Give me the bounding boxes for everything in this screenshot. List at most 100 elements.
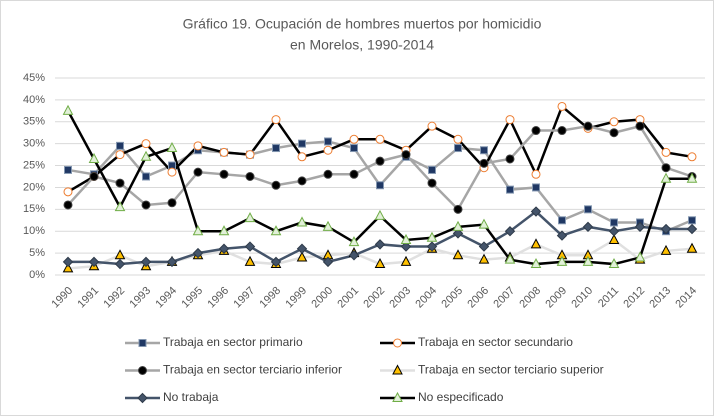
- marker: [89, 172, 99, 181]
- chart-title: Gráfico 19. Ocupación de hombres muertos…: [183, 16, 542, 32]
- marker: [558, 216, 566, 225]
- marker: [375, 156, 385, 166]
- marker: [218, 225, 230, 236]
- marker: [349, 134, 359, 144]
- marker: [660, 244, 672, 255]
- marker: [688, 216, 696, 225]
- marker: [244, 212, 256, 223]
- y-tick-label: 45%: [23, 72, 45, 84]
- marker: [297, 152, 307, 162]
- marker: [634, 221, 646, 233]
- marker: [298, 139, 306, 148]
- marker: [426, 231, 438, 242]
- marker: [374, 257, 386, 269]
- marker: [167, 198, 177, 208]
- marker: [296, 251, 308, 262]
- marker: [63, 200, 73, 210]
- marker: [454, 144, 462, 153]
- marker: [608, 233, 620, 244]
- legend-label: Trabaja en sector terciario superior: [418, 363, 604, 377]
- marker: [218, 243, 230, 254]
- y-tick-label: 15%: [23, 203, 45, 215]
- marker: [532, 183, 540, 192]
- marker: [505, 154, 515, 164]
- marker: [272, 144, 280, 153]
- marker: [192, 247, 204, 259]
- marker: [141, 200, 151, 210]
- legend-marker: [137, 392, 148, 404]
- marker: [479, 158, 489, 168]
- marker: [219, 169, 229, 179]
- marker: [245, 150, 255, 160]
- marker: [166, 141, 178, 153]
- marker: [401, 150, 411, 160]
- marker: [608, 226, 620, 237]
- marker: [426, 241, 438, 252]
- marker: [686, 242, 698, 253]
- legend-marker: [392, 364, 403, 375]
- marker: [583, 121, 593, 131]
- marker: [400, 255, 412, 266]
- marker: [142, 172, 150, 181]
- marker: [296, 216, 308, 227]
- marker: [323, 169, 333, 179]
- marker: [582, 255, 594, 266]
- marker: [452, 228, 464, 239]
- marker: [192, 225, 204, 236]
- legend-marker: [138, 339, 147, 347]
- marker: [88, 152, 100, 163]
- marker: [296, 243, 308, 254]
- marker: [609, 128, 619, 138]
- marker: [480, 146, 488, 155]
- marker: [322, 220, 334, 231]
- marker: [193, 167, 203, 177]
- marker: [348, 236, 360, 247]
- legend-marker: [393, 338, 402, 348]
- marker: [661, 147, 671, 157]
- marker: [531, 169, 541, 179]
- marker: [452, 249, 464, 260]
- marker: [400, 241, 412, 252]
- marker: [350, 144, 358, 153]
- marker: [635, 121, 645, 131]
- marker: [297, 176, 307, 186]
- marker: [348, 250, 360, 261]
- legend-label: Trabaja en sector secundario: [418, 335, 573, 349]
- marker: [582, 221, 594, 233]
- marker: [323, 145, 333, 155]
- marker: [115, 150, 125, 160]
- marker: [271, 115, 281, 125]
- marker: [478, 218, 490, 229]
- marker: [193, 141, 203, 151]
- marker: [530, 257, 542, 269]
- marker: [608, 257, 620, 269]
- marker: [219, 147, 229, 157]
- marker: [609, 117, 619, 127]
- y-tick-label: 0%: [29, 269, 45, 281]
- legend-marker: [392, 391, 403, 402]
- legend-label: Trabaja en sector terciario inferior: [163, 363, 342, 377]
- marker: [167, 167, 177, 177]
- marker: [374, 209, 386, 220]
- marker: [62, 256, 74, 268]
- marker: [62, 104, 74, 115]
- marker: [660, 223, 672, 235]
- marker: [115, 178, 125, 188]
- marker: [504, 226, 516, 237]
- marker: [270, 256, 282, 268]
- y-tick-label: 10%: [23, 225, 45, 237]
- marker: [427, 178, 437, 188]
- marker: [478, 241, 490, 252]
- marker: [556, 230, 568, 241]
- marker: [686, 223, 698, 235]
- marker: [63, 187, 73, 197]
- marker: [349, 169, 359, 179]
- marker: [114, 249, 126, 260]
- marker: [530, 238, 542, 249]
- marker: [64, 165, 72, 174]
- marker: [686, 172, 698, 183]
- marker: [271, 180, 281, 190]
- marker: [244, 241, 256, 252]
- marker: [478, 253, 490, 264]
